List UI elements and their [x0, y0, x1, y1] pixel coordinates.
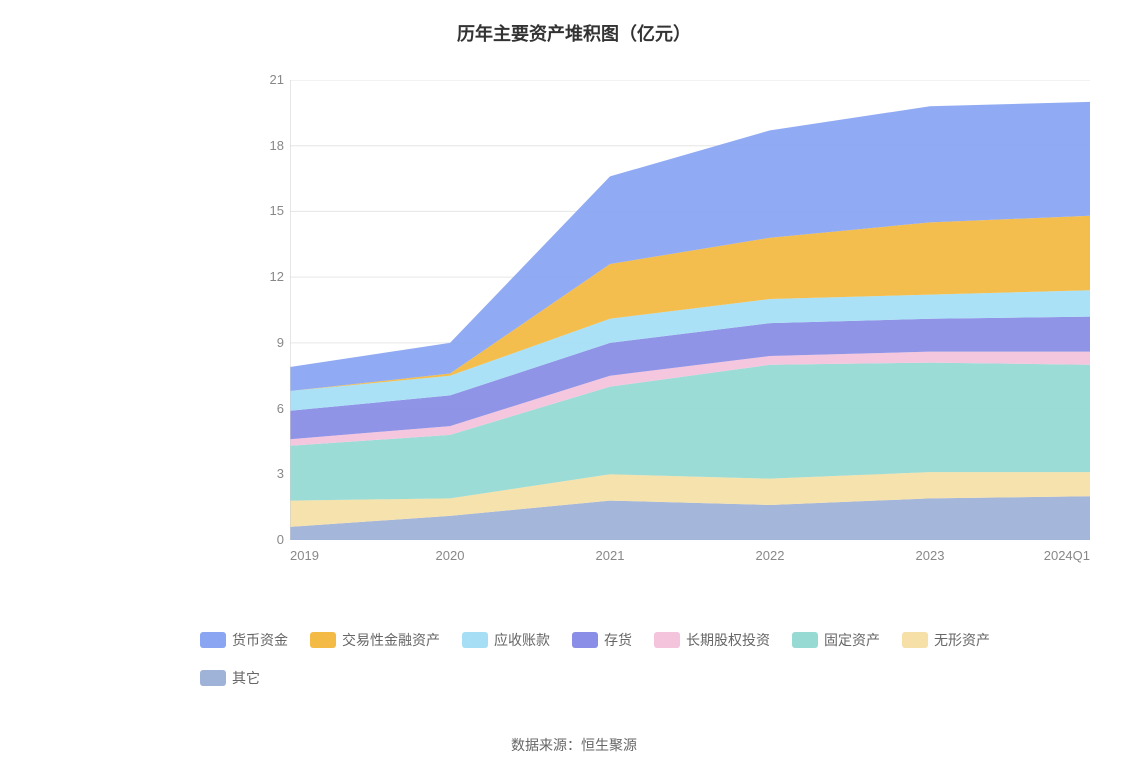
legend-swatch: [462, 632, 488, 648]
legend-label: 交易性金融资产: [342, 630, 440, 650]
legend-item[interactable]: 存货: [572, 630, 632, 650]
x-tick-label: 2023: [900, 548, 960, 563]
legend-label: 无形资产: [934, 630, 990, 650]
y-tick-label: 18: [260, 138, 284, 153]
legend-swatch: [654, 632, 680, 648]
legend-swatch: [310, 632, 336, 648]
y-tick-label: 3: [260, 466, 284, 481]
chart-title: 历年主要资产堆积图（亿元）: [0, 20, 1148, 46]
stacked-area-svg: [290, 80, 1090, 540]
legend-label: 存货: [604, 630, 632, 650]
legend-swatch: [792, 632, 818, 648]
data-source: 数据来源：恒生聚源: [0, 735, 1148, 755]
legend-label: 长期股权投资: [686, 630, 770, 650]
legend-swatch: [200, 670, 226, 686]
plot-area: [290, 80, 1090, 540]
legend-item[interactable]: 应收账款: [462, 630, 550, 650]
legend-label: 货币资金: [232, 630, 288, 650]
x-tick-label: 2022: [740, 548, 800, 563]
y-tick-label: 12: [260, 269, 284, 284]
x-tick-label: 2021: [580, 548, 640, 563]
y-tick-label: 9: [260, 335, 284, 350]
legend-item[interactable]: 固定资产: [792, 630, 880, 650]
chart-container: 历年主要资产堆积图（亿元） 0 3 6 9 12 15 18 21 2019 2020 2021 2…: [0, 0, 1148, 776]
legend-label: 应收账款: [494, 630, 550, 650]
x-tick-label: 2019: [290, 548, 350, 563]
x-tick-label: 2024Q1: [1030, 548, 1090, 563]
legend-item[interactable]: 交易性金融资产: [310, 630, 440, 650]
y-tick-label: 15: [260, 203, 284, 218]
y-tick-label: 21: [260, 72, 284, 87]
legend-label: 固定资产: [824, 630, 880, 650]
y-tick-label: 0: [260, 532, 284, 547]
legend-item[interactable]: 货币资金: [200, 630, 288, 650]
y-tick-label: 6: [260, 401, 284, 416]
legend-label: 其它: [232, 668, 260, 688]
x-tick-label: 2020: [420, 548, 480, 563]
legend-swatch: [200, 632, 226, 648]
legend: 货币资金 交易性金融资产 应收账款 存货 长期股权投资 固定资产 无形资产其它: [200, 630, 1020, 688]
legend-item[interactable]: 其它: [200, 668, 260, 688]
legend-swatch: [902, 632, 928, 648]
legend-item[interactable]: 无形资产: [902, 630, 990, 650]
legend-item[interactable]: 长期股权投资: [654, 630, 770, 650]
legend-swatch: [572, 632, 598, 648]
